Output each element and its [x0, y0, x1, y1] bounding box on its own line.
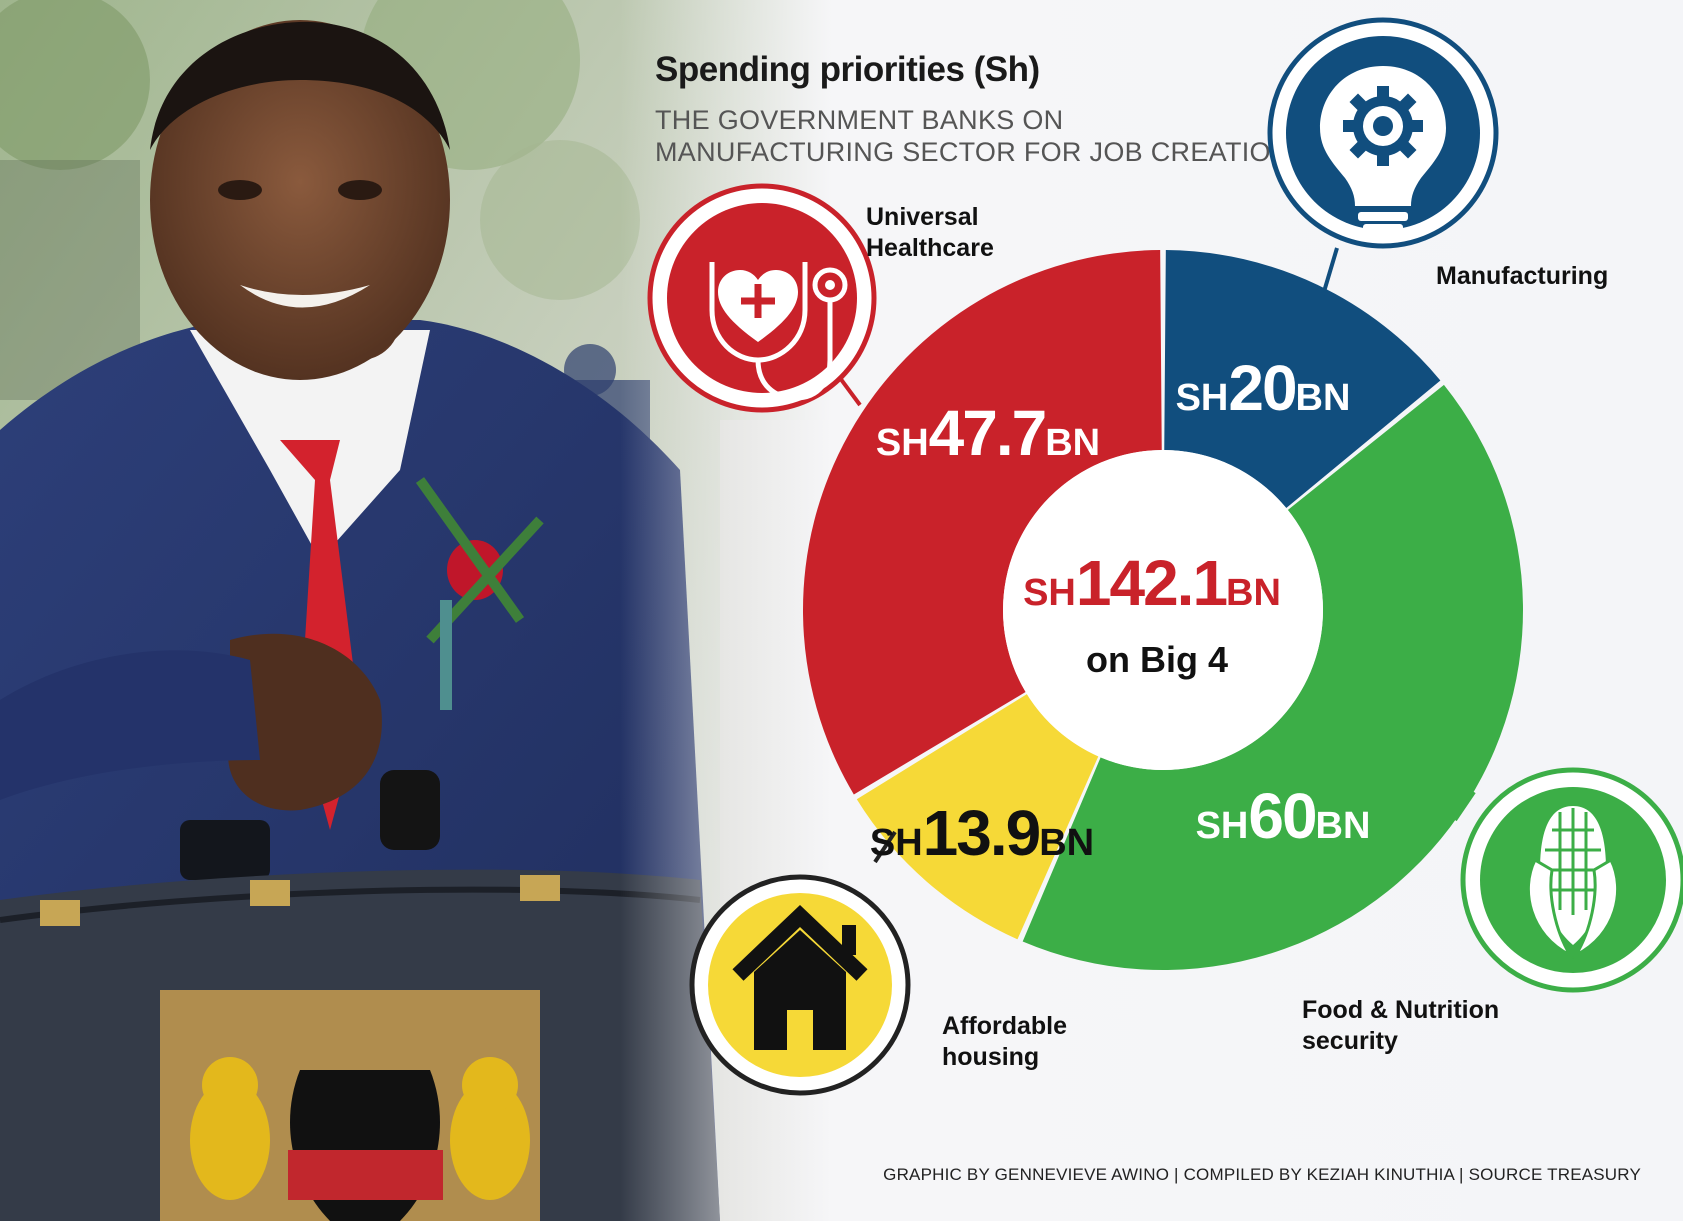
chart-subtitle: THE GOVERNMENT BANKS ON MANUFACTURING SE…: [655, 105, 1291, 167]
source-credit: GRAPHIC BY GENNEVIEVE AWINO | COMPILED B…: [883, 1165, 1641, 1184]
healthcare-label: Universal Healthcare: [866, 203, 994, 262]
manufacturing-value-label: SH20BN: [1176, 352, 1351, 424]
food-value-label: SH60BN: [1196, 780, 1371, 852]
donut-slices: [802, 250, 1523, 971]
food-label: Food & Nutrition security: [1302, 996, 1500, 1055]
donut-center: [1003, 450, 1323, 770]
donut-slice-manufacturing: [1164, 250, 1441, 509]
manufacturing-connector: [1321, 247, 1339, 296]
total-value-label: SH142.1BN: [1023, 547, 1281, 619]
house-icon: [689, 874, 911, 1096]
total-caption: on Big 4: [1086, 639, 1228, 680]
donut-slice-food: [1022, 384, 1523, 971]
donut-slice-healthcare: [802, 250, 1162, 795]
donut-slice-housing: [856, 694, 1099, 940]
stethoscope-heart-icon: [647, 183, 877, 413]
healthcare-connector: [838, 376, 862, 407]
housing-label: Affordable housing: [942, 1012, 1067, 1071]
housing-value-label: SH13.9BN: [870, 797, 1094, 869]
chart-title: Spending priorities (Sh): [655, 50, 1040, 89]
corn-icon: [1460, 767, 1683, 993]
manufacturing-label: Manufacturing: [1436, 262, 1609, 290]
food-connector: [1453, 790, 1476, 822]
healthcare-value-label: SH47.7BN: [876, 397, 1100, 469]
housing-connector: [873, 830, 897, 864]
lightbulb-gear-icon: [1267, 17, 1499, 249]
